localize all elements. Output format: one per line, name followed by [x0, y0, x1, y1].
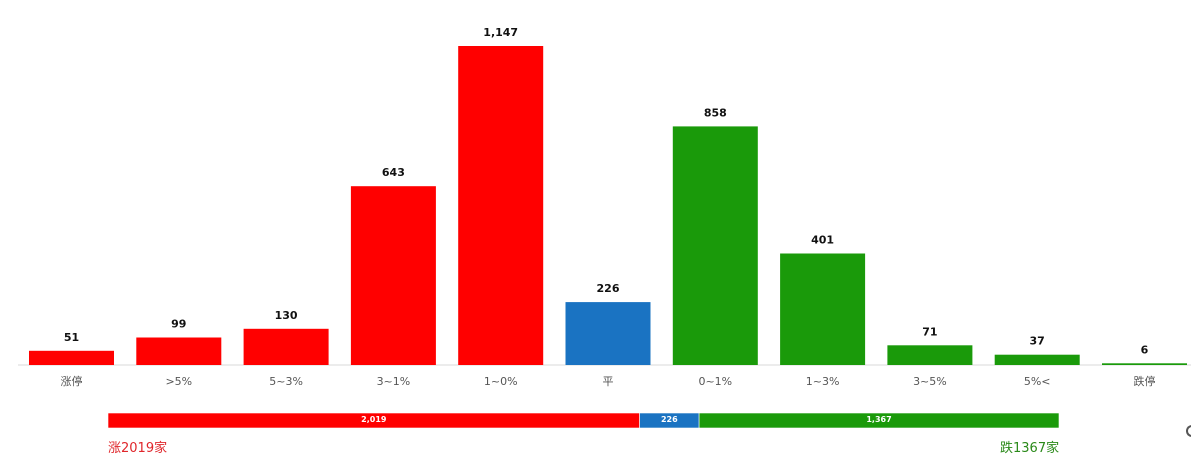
category-label-group: 涨停 >5% 5~3% 3~1% 1~0% 平 0~1% 1~3% 3~5% 5%< 跌停: [61, 374, 1156, 388]
bar-2: [243, 328, 329, 365]
bar-5: [565, 302, 651, 365]
category-label-0: 涨停: [61, 374, 83, 388]
category-label-10: 跌停: [1134, 374, 1156, 388]
category-label-3: 3~1%: [377, 375, 411, 388]
category-label-5: 平: [603, 375, 614, 388]
value-label-8: 71: [922, 325, 937, 338]
category-label-1: >5%: [165, 375, 192, 388]
value-label-6: 858: [704, 106, 727, 119]
value-label-2: 130: [275, 309, 298, 322]
edge-icon: [1186, 425, 1191, 437]
value-label-5: 226: [597, 282, 620, 295]
summary-segment-label-2: 1,367: [866, 415, 891, 424]
bar-10: [1102, 363, 1187, 365]
category-label-7: 1~3%: [806, 375, 840, 388]
summary-segment-2: [698, 412, 1060, 429]
summary-down-count: 跌1367家: [1000, 441, 1060, 456]
bar-1: [136, 337, 222, 365]
value-label-7: 401: [811, 234, 834, 247]
bar-6: [672, 126, 758, 366]
bar-0: [29, 350, 114, 365]
bar-group: [29, 46, 1187, 366]
bar-4: [458, 46, 544, 365]
category-label-6: 0~1%: [698, 375, 732, 388]
summary-segment-label-1: 226: [661, 415, 678, 424]
bar-9: [994, 354, 1080, 365]
value-label-1: 99: [171, 318, 186, 331]
summary-up-count: 涨2019家: [108, 441, 168, 456]
bar-3: [350, 186, 436, 365]
value-label-9: 37: [1030, 335, 1045, 348]
bar-7: [780, 253, 866, 365]
category-label-2: 5~3%: [269, 375, 303, 388]
value-label-10: 6: [1141, 343, 1149, 356]
value-label-3: 643: [382, 166, 405, 179]
category-label-9: 5%<: [1024, 375, 1051, 388]
value-label-4: 1,147: [483, 26, 518, 39]
category-label-4: 1~0%: [484, 375, 518, 388]
summary-bar: 2,019 226 1,367: [107, 412, 1060, 429]
value-label-group: 51 99 130 643 1,147 226 858 401 71 37 6: [64, 26, 1149, 356]
bar-8: [887, 345, 973, 365]
category-label-8: 3~5%: [913, 375, 947, 388]
summary-segment-label-0: 2,019: [361, 415, 387, 424]
value-label-0: 51: [64, 331, 79, 344]
